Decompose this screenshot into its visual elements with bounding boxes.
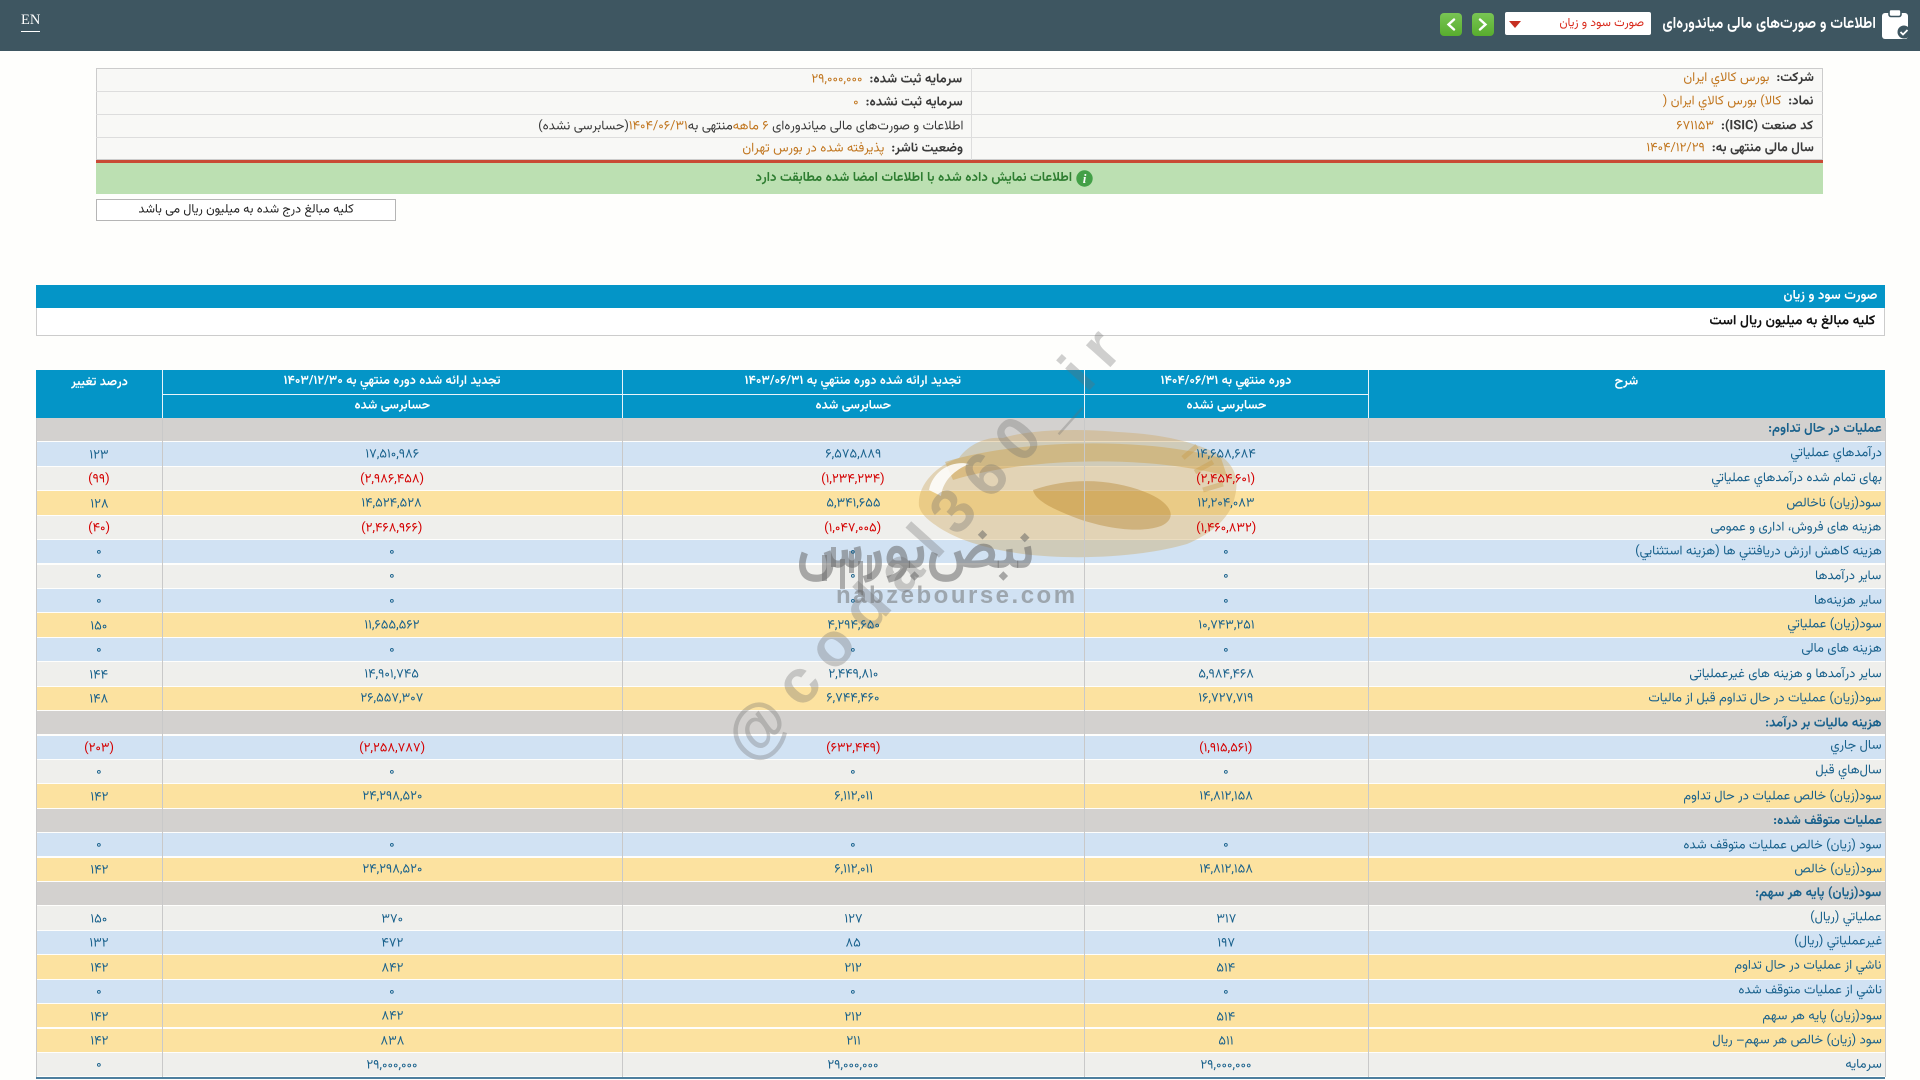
svg-text:i: i: [1083, 171, 1087, 186]
